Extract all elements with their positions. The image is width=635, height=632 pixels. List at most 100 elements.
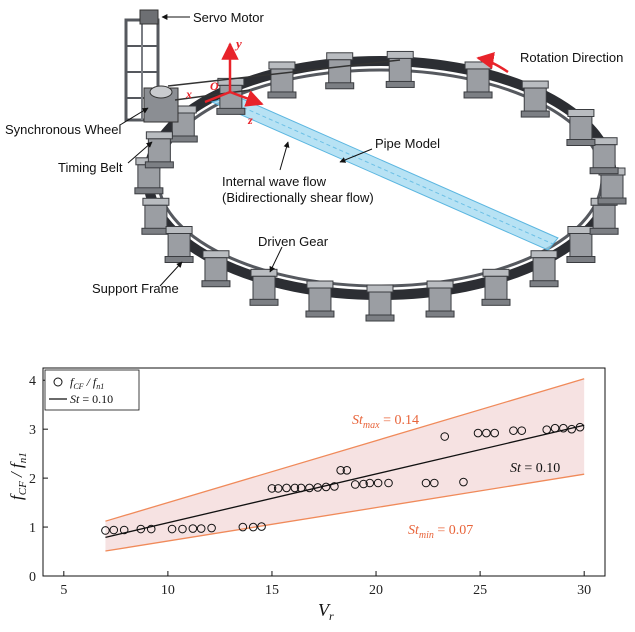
data-point (207, 523, 216, 533)
synchronous-wheel (149, 85, 173, 99)
data-point (421, 478, 431, 488)
data-point (238, 522, 248, 532)
apparatus-diagram: y x z O Servo Motor Rotation Direction S… (5, 9, 627, 322)
x-tick-label: 5 (60, 583, 67, 598)
data-point (282, 483, 291, 493)
data-point (257, 522, 266, 531)
data-point (119, 525, 129, 535)
support-frames (134, 50, 627, 322)
label-pipe-model: Pipe Model (375, 136, 440, 151)
annotation-st-max: Stmax = 0.14 (352, 413, 419, 431)
x-ticks: 5 10 15 20 25 30 (60, 571, 591, 598)
axis-z-label: z (247, 113, 253, 127)
data-point (567, 424, 576, 434)
label-driven-gear: Driven Gear (258, 234, 329, 249)
data-point (373, 478, 383, 488)
legend-entry-line: St = 0.10 (70, 392, 113, 406)
legend-entry-points: fCF / fn1 (70, 375, 104, 391)
y-tick-label: 4 (29, 374, 36, 389)
support-frame (164, 226, 194, 263)
data-point (330, 482, 339, 491)
timing-belt-top (167, 59, 401, 87)
support-frame (566, 109, 596, 146)
timing-belt-bottom (174, 89, 251, 101)
data-points (101, 422, 585, 535)
axis-x-label: x (185, 87, 192, 101)
label-internal-wave-flow: Internal wave flow (222, 174, 327, 189)
data-point (459, 477, 468, 487)
support-frame (425, 280, 455, 318)
data-point (336, 465, 345, 475)
support-frame (529, 250, 559, 288)
data-point (342, 465, 352, 475)
data-point (440, 432, 450, 441)
pipe-model-center (223, 98, 554, 245)
legend: fCF / fn1 St = 0.10 (44, 369, 140, 411)
data-point (196, 524, 206, 533)
support-frame (249, 268, 279, 306)
st-fit-line (105, 424, 585, 538)
data-point (146, 524, 156, 534)
data-point (136, 524, 146, 534)
support-frame (365, 284, 395, 322)
label-bidirectional-shear: (Bidirectionally shear flow) (222, 190, 374, 205)
y-tick-label: 1 (29, 521, 36, 536)
data-point (575, 422, 585, 432)
st-band (105, 378, 585, 552)
st-max-line (105, 378, 585, 522)
chart: 5 10 15 20 25 30 0 1 2 3 4 Vr fCF / fn1 Stmax = 0… (7, 367, 606, 623)
data-point (542, 425, 552, 434)
data-point (188, 524, 198, 533)
data-point (178, 524, 187, 534)
pipe-model (210, 95, 559, 251)
label-rotation-direction: Rotation Direction (520, 50, 623, 65)
x-tick-label: 15 (265, 583, 279, 598)
data-point (313, 483, 323, 492)
x-tick-label: 25 (473, 583, 487, 598)
support-frame (520, 80, 550, 118)
data-point (267, 484, 277, 493)
coordinate-axes: y x z O (185, 36, 264, 127)
servo-tower (124, 9, 160, 122)
data-point (109, 525, 119, 535)
data-point (101, 526, 110, 535)
data-point (490, 428, 499, 438)
support-frame (589, 137, 619, 175)
annotation-st-mid: St = 0.10 (510, 461, 560, 476)
label-servo-motor: Servo Motor (193, 10, 264, 25)
support-frame (144, 131, 174, 169)
support-frame (325, 52, 355, 90)
st-min-line (105, 473, 585, 552)
data-point (517, 426, 527, 435)
data-point (359, 479, 368, 489)
data-point (350, 480, 360, 489)
support-frame (305, 280, 335, 318)
rotation-direction-arrow (476, 51, 509, 74)
axis-y-label: y (234, 36, 242, 51)
servo-motor-body (139, 9, 159, 25)
data-point (550, 423, 560, 433)
data-point (473, 428, 483, 438)
axis-origin-label: O (210, 79, 219, 93)
support-frame (463, 61, 493, 99)
support-frame (267, 61, 297, 99)
data-point (290, 483, 300, 493)
data-point (167, 524, 177, 534)
label-synchronous-wheel: Synchronous Wheel (5, 122, 121, 137)
label-timing-belt: Timing Belt (58, 160, 123, 175)
data-point (482, 428, 491, 438)
annotation-st-min: Stmin = 0.07 (408, 523, 473, 541)
data-point (430, 478, 439, 488)
x-tick-label: 30 (577, 583, 591, 598)
data-point (248, 522, 258, 532)
y-tick-label: 3 (29, 423, 36, 438)
support-frame (481, 268, 511, 306)
data-point (509, 426, 518, 435)
label-support-frame: Support Frame (92, 281, 179, 296)
support-frame (201, 250, 231, 288)
support-frame (385, 50, 415, 88)
data-point (384, 478, 393, 488)
y-tick-label: 0 (29, 570, 36, 585)
data-point (273, 484, 283, 493)
